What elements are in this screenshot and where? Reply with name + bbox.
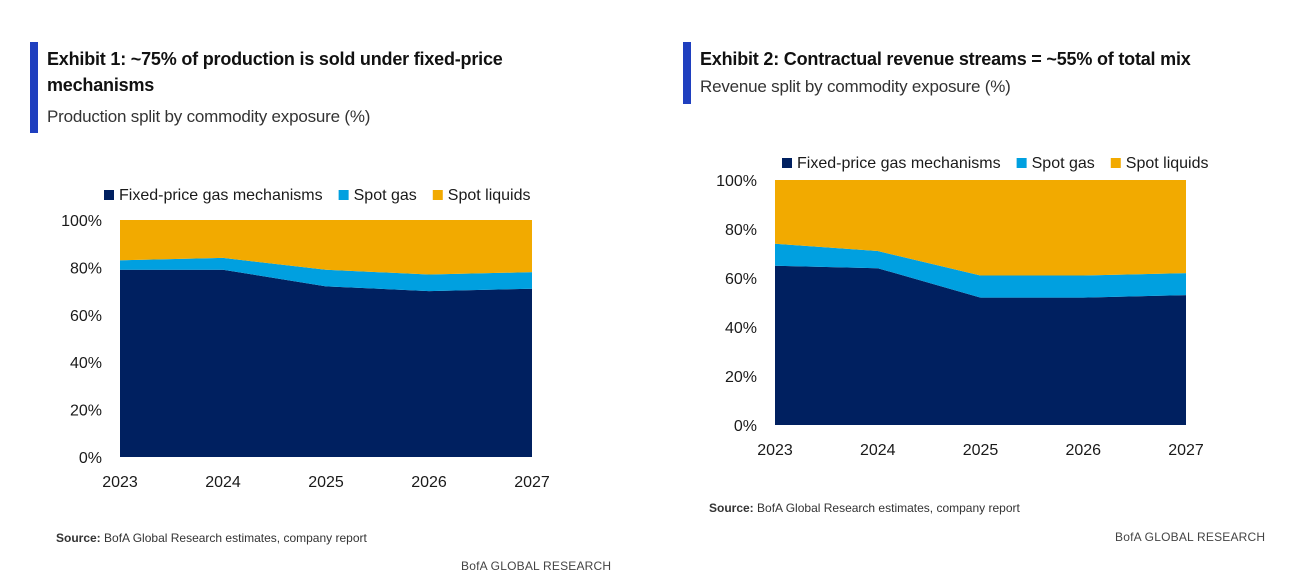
legend-label: Spot liquids: [448, 187, 531, 204]
legend-swatch: [432, 190, 443, 200]
y-tick-label: 40%: [725, 320, 757, 337]
x-tick-label: 2024: [860, 442, 896, 459]
x-tick-label: 2026: [1065, 442, 1101, 459]
legend-swatch: [782, 158, 792, 168]
source-note: Source: BofA Global Research estimates, …: [709, 501, 1020, 515]
y-tick-label: 60%: [70, 308, 102, 325]
legend-label: Spot gas: [354, 187, 417, 204]
exhibit-title: Exhibit 2: Contractual revenue streams =…: [700, 49, 1191, 69]
exhibit-accent-bar: [30, 42, 38, 133]
spot-liquids-area: [775, 180, 1186, 276]
x-tick-label: 2023: [102, 474, 138, 491]
y-tick-label: 60%: [725, 271, 757, 288]
source-label: Source:: [709, 501, 754, 515]
brand-footer: BofA GLOBAL RESEARCH: [1115, 530, 1266, 544]
x-tick-label: 2025: [963, 442, 999, 459]
y-tick-label: 80%: [70, 260, 102, 277]
source-label: Source:: [56, 531, 101, 545]
legend-label: Spot liquids: [1126, 155, 1209, 172]
x-tick-label: 2026: [411, 474, 447, 491]
y-tick-label: 0%: [734, 418, 757, 435]
exhibit-2: Exhibit 2: Contractual revenue streams =…: [645, 0, 1289, 569]
x-tick-label: 2027: [1168, 442, 1204, 459]
source-note: Source: BofA Global Research estimates, …: [56, 531, 367, 545]
y-tick-label: 100%: [61, 213, 102, 230]
legend-label: Fixed-price gas mechanisms: [119, 187, 323, 204]
y-tick-label: 0%: [79, 450, 102, 467]
y-tick-label: 80%: [725, 222, 757, 239]
x-tick-label: 2023: [757, 442, 793, 459]
brand-footer: BofA GLOBAL RESEARCH: [461, 559, 612, 573]
legend-swatch: [1110, 158, 1121, 168]
spot-liquids-area: [120, 220, 532, 275]
stacked-area-chart: 0% 20% 40% 60% 80% 100% 2023 2024 2025 2026 2027 Fi…: [61, 187, 550, 491]
legend-swatch: [104, 190, 114, 200]
y-tick-label: 40%: [70, 355, 102, 372]
exhibit-accent-bar: [683, 42, 691, 104]
fixed-price-area: [120, 269, 532, 457]
exhibit-subtitle: Revenue split by commodity exposure (%): [700, 77, 1011, 96]
exhibit-1: Exhibit 1: ~75% of production is sold un…: [0, 0, 640, 573]
exhibit-subtitle: Production split by commodity exposure (…: [47, 107, 371, 126]
x-tick-label: 2024: [205, 474, 241, 491]
legend-label: Spot gas: [1032, 155, 1095, 172]
x-tick-label: 2025: [308, 474, 344, 491]
spot-gas-area: [120, 257, 532, 292]
source-text: BofA Global Research estimates, company …: [104, 531, 367, 545]
legend-label: Fixed-price gas mechanisms: [797, 155, 1001, 172]
y-tick-label: 20%: [70, 403, 102, 420]
exhibit-title: Exhibit 1: ~75% of production is sold un…: [47, 49, 503, 95]
y-tick-label: 100%: [716, 173, 757, 190]
source-text: BofA Global Research estimates, company …: [757, 501, 1020, 515]
y-tick-label: 20%: [725, 369, 757, 386]
legend-swatch: [338, 190, 349, 200]
legend-swatch: [1016, 158, 1027, 168]
spot-gas-area: [775, 243, 1186, 298]
fixed-price-area: [775, 265, 1186, 425]
stacked-area-chart: 0% 20% 40% 60% 80% 100% 2023 2024 2025 2026 2027 Fi…: [716, 155, 1209, 459]
x-tick-label: 2027: [514, 474, 550, 491]
